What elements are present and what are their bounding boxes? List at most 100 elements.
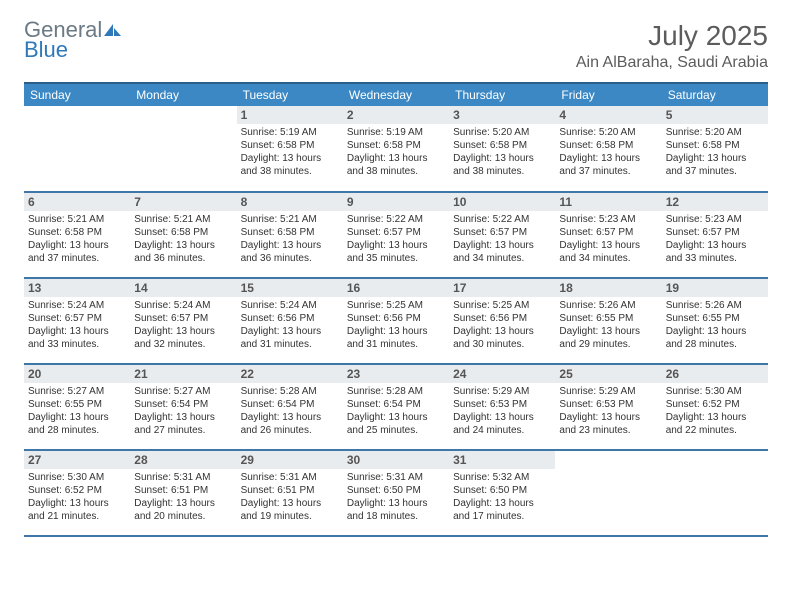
calendar-row: 6Sunrise: 5:21 AMSunset: 6:58 PMDaylight… <box>24 192 768 278</box>
day-number: 20 <box>24 365 130 383</box>
day-number: 21 <box>130 365 236 383</box>
day-details: Sunrise: 5:21 AMSunset: 6:58 PMDaylight:… <box>24 211 130 267</box>
day-details: Sunrise: 5:24 AMSunset: 6:56 PMDaylight:… <box>237 297 343 353</box>
day-number: 31 <box>449 451 555 469</box>
day-number: 28 <box>130 451 236 469</box>
calendar-cell: 29Sunrise: 5:31 AMSunset: 6:51 PMDayligh… <box>237 450 343 536</box>
location: Ain AlBaraha, Saudi Arabia <box>576 54 768 72</box>
day-details: Sunrise: 5:31 AMSunset: 6:51 PMDaylight:… <box>130 469 236 525</box>
calendar-cell: 18Sunrise: 5:26 AMSunset: 6:55 PMDayligh… <box>555 278 661 364</box>
day-number: 8 <box>237 193 343 211</box>
calendar-cell: 22Sunrise: 5:28 AMSunset: 6:54 PMDayligh… <box>237 364 343 450</box>
day-details: Sunrise: 5:26 AMSunset: 6:55 PMDaylight:… <box>662 297 768 353</box>
logo-sail-icon <box>103 20 123 40</box>
calendar-cell: 25Sunrise: 5:29 AMSunset: 6:53 PMDayligh… <box>555 364 661 450</box>
day-number: 26 <box>662 365 768 383</box>
calendar-cell: 8Sunrise: 5:21 AMSunset: 6:58 PMDaylight… <box>237 192 343 278</box>
calendar-cell: 1Sunrise: 5:19 AMSunset: 6:58 PMDaylight… <box>237 106 343 192</box>
weekday-header: Friday <box>555 83 661 106</box>
day-number: 7 <box>130 193 236 211</box>
calendar-body: 1Sunrise: 5:19 AMSunset: 6:58 PMDaylight… <box>24 106 768 536</box>
day-details: Sunrise: 5:23 AMSunset: 6:57 PMDaylight:… <box>555 211 661 267</box>
calendar-cell: 16Sunrise: 5:25 AMSunset: 6:56 PMDayligh… <box>343 278 449 364</box>
day-details: Sunrise: 5:26 AMSunset: 6:55 PMDaylight:… <box>555 297 661 353</box>
calendar-cell: 5Sunrise: 5:20 AMSunset: 6:58 PMDaylight… <box>662 106 768 192</box>
day-details: Sunrise: 5:19 AMSunset: 6:58 PMDaylight:… <box>343 124 449 180</box>
day-details: Sunrise: 5:22 AMSunset: 6:57 PMDaylight:… <box>343 211 449 267</box>
day-details: Sunrise: 5:31 AMSunset: 6:51 PMDaylight:… <box>237 469 343 525</box>
day-number: 17 <box>449 279 555 297</box>
calendar-cell: 2Sunrise: 5:19 AMSunset: 6:58 PMDaylight… <box>343 106 449 192</box>
calendar-cell: 23Sunrise: 5:28 AMSunset: 6:54 PMDayligh… <box>343 364 449 450</box>
calendar-cell: 14Sunrise: 5:24 AMSunset: 6:57 PMDayligh… <box>130 278 236 364</box>
calendar-cell: 12Sunrise: 5:23 AMSunset: 6:57 PMDayligh… <box>662 192 768 278</box>
day-number: 27 <box>24 451 130 469</box>
day-number: 15 <box>237 279 343 297</box>
day-details: Sunrise: 5:29 AMSunset: 6:53 PMDaylight:… <box>449 383 555 439</box>
calendar-cell: 4Sunrise: 5:20 AMSunset: 6:58 PMDaylight… <box>555 106 661 192</box>
day-details: Sunrise: 5:27 AMSunset: 6:55 PMDaylight:… <box>24 383 130 439</box>
calendar-cell: 21Sunrise: 5:27 AMSunset: 6:54 PMDayligh… <box>130 364 236 450</box>
day-details: Sunrise: 5:27 AMSunset: 6:54 PMDaylight:… <box>130 383 236 439</box>
calendar-cell: 19Sunrise: 5:26 AMSunset: 6:55 PMDayligh… <box>662 278 768 364</box>
calendar-cell: 17Sunrise: 5:25 AMSunset: 6:56 PMDayligh… <box>449 278 555 364</box>
day-details: Sunrise: 5:25 AMSunset: 6:56 PMDaylight:… <box>343 297 449 353</box>
calendar-cell: 24Sunrise: 5:29 AMSunset: 6:53 PMDayligh… <box>449 364 555 450</box>
calendar-cell: 6Sunrise: 5:21 AMSunset: 6:58 PMDaylight… <box>24 192 130 278</box>
calendar-cell <box>662 450 768 536</box>
calendar-row: 27Sunrise: 5:30 AMSunset: 6:52 PMDayligh… <box>24 450 768 536</box>
calendar-cell <box>24 106 130 192</box>
calendar-cell: 13Sunrise: 5:24 AMSunset: 6:57 PMDayligh… <box>24 278 130 364</box>
day-number: 30 <box>343 451 449 469</box>
day-number: 24 <box>449 365 555 383</box>
weekday-header-row: SundayMondayTuesdayWednesdayThursdayFrid… <box>24 83 768 106</box>
day-number: 25 <box>555 365 661 383</box>
day-details: Sunrise: 5:30 AMSunset: 6:52 PMDaylight:… <box>24 469 130 525</box>
day-details: Sunrise: 5:20 AMSunset: 6:58 PMDaylight:… <box>555 124 661 180</box>
day-number: 19 <box>662 279 768 297</box>
weekday-header: Monday <box>130 83 236 106</box>
day-details: Sunrise: 5:21 AMSunset: 6:58 PMDaylight:… <box>237 211 343 267</box>
calendar-cell: 26Sunrise: 5:30 AMSunset: 6:52 PMDayligh… <box>662 364 768 450</box>
calendar-cell: 31Sunrise: 5:32 AMSunset: 6:50 PMDayligh… <box>449 450 555 536</box>
day-number: 4 <box>555 106 661 124</box>
weekday-header: Wednesday <box>343 83 449 106</box>
day-details: Sunrise: 5:23 AMSunset: 6:57 PMDaylight:… <box>662 211 768 267</box>
day-number: 18 <box>555 279 661 297</box>
day-number: 29 <box>237 451 343 469</box>
day-details: Sunrise: 5:21 AMSunset: 6:58 PMDaylight:… <box>130 211 236 267</box>
day-number: 10 <box>449 193 555 211</box>
weekday-header: Tuesday <box>237 83 343 106</box>
day-details: Sunrise: 5:28 AMSunset: 6:54 PMDaylight:… <box>237 383 343 439</box>
calendar-cell: 3Sunrise: 5:20 AMSunset: 6:58 PMDaylight… <box>449 106 555 192</box>
calendar-cell: 20Sunrise: 5:27 AMSunset: 6:55 PMDayligh… <box>24 364 130 450</box>
day-details: Sunrise: 5:29 AMSunset: 6:53 PMDaylight:… <box>555 383 661 439</box>
day-number: 22 <box>237 365 343 383</box>
calendar-cell: 11Sunrise: 5:23 AMSunset: 6:57 PMDayligh… <box>555 192 661 278</box>
page-title: July 2025 <box>576 20 768 52</box>
calendar-table: SundayMondayTuesdayWednesdayThursdayFrid… <box>24 82 768 537</box>
header: GeneralBlue July 2025 Ain AlBaraha, Saud… <box>24 20 768 72</box>
day-number: 14 <box>130 279 236 297</box>
logo-blue: Blue <box>24 37 68 62</box>
day-number: 2 <box>343 106 449 124</box>
day-number: 9 <box>343 193 449 211</box>
calendar-cell: 9Sunrise: 5:22 AMSunset: 6:57 PMDaylight… <box>343 192 449 278</box>
logo: GeneralBlue <box>24 20 123 60</box>
day-number: 3 <box>449 106 555 124</box>
weekday-header: Sunday <box>24 83 130 106</box>
day-details: Sunrise: 5:22 AMSunset: 6:57 PMDaylight:… <box>449 211 555 267</box>
day-details: Sunrise: 5:20 AMSunset: 6:58 PMDaylight:… <box>449 124 555 180</box>
day-details: Sunrise: 5:19 AMSunset: 6:58 PMDaylight:… <box>237 124 343 180</box>
day-number: 23 <box>343 365 449 383</box>
day-details: Sunrise: 5:20 AMSunset: 6:58 PMDaylight:… <box>662 124 768 180</box>
calendar-row: 1Sunrise: 5:19 AMSunset: 6:58 PMDaylight… <box>24 106 768 192</box>
calendar-cell: 15Sunrise: 5:24 AMSunset: 6:56 PMDayligh… <box>237 278 343 364</box>
calendar-cell: 10Sunrise: 5:22 AMSunset: 6:57 PMDayligh… <box>449 192 555 278</box>
day-details: Sunrise: 5:28 AMSunset: 6:54 PMDaylight:… <box>343 383 449 439</box>
day-details: Sunrise: 5:31 AMSunset: 6:50 PMDaylight:… <box>343 469 449 525</box>
day-details: Sunrise: 5:25 AMSunset: 6:56 PMDaylight:… <box>449 297 555 353</box>
day-details: Sunrise: 5:24 AMSunset: 6:57 PMDaylight:… <box>24 297 130 353</box>
day-number: 12 <box>662 193 768 211</box>
day-details: Sunrise: 5:24 AMSunset: 6:57 PMDaylight:… <box>130 297 236 353</box>
